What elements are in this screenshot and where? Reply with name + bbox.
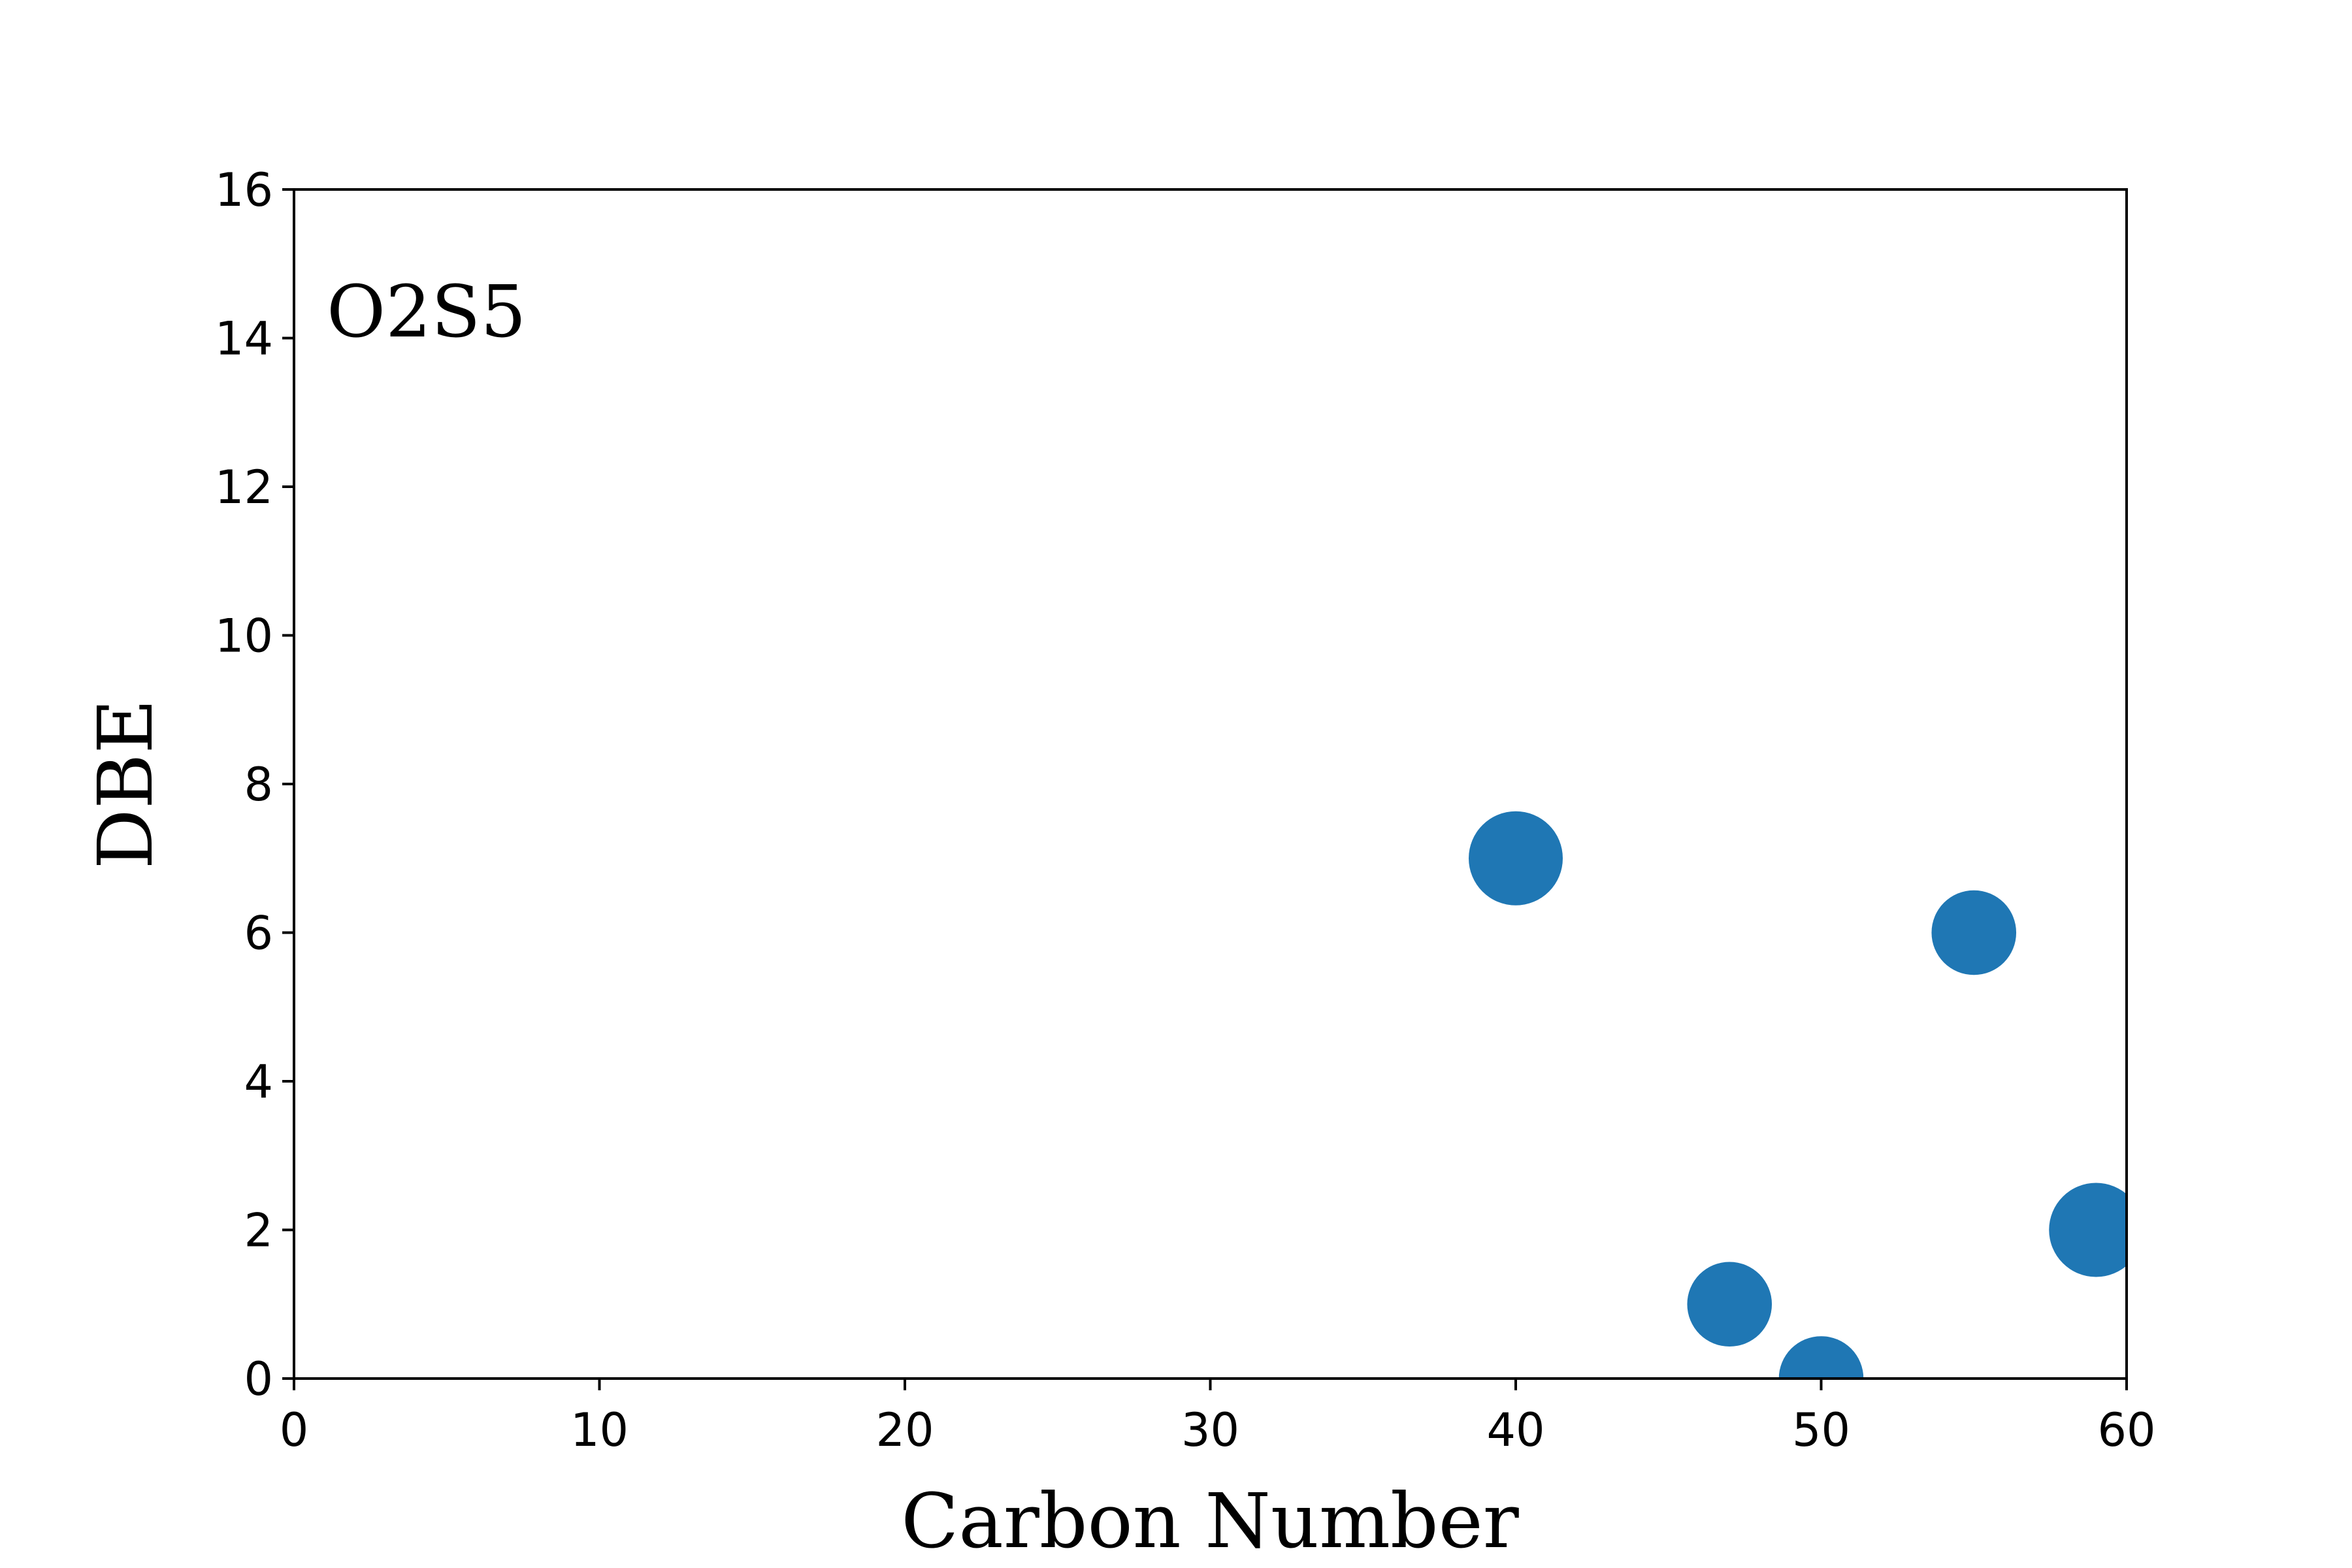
x-axis: 0 10 20 30 40 50 60 xyxy=(280,1379,2156,1457)
y-axis: 0 2 4 6 8 10 12 14 16 xyxy=(215,163,294,1406)
data-point xyxy=(2049,1183,2127,1277)
x-axis-label: Carbon Number xyxy=(901,1478,1518,1565)
y-tick-label: 8 xyxy=(244,758,273,811)
data-point xyxy=(1469,811,1563,906)
series-annotation: O2S5 xyxy=(327,270,527,353)
points-layer xyxy=(1469,811,2127,1379)
y-tick-label: 12 xyxy=(215,461,273,514)
data-point xyxy=(1687,1262,1772,1347)
y-tick-label: 14 xyxy=(215,312,273,366)
y-tick-label: 16 xyxy=(215,163,273,217)
x-tick-label: 30 xyxy=(1181,1403,1239,1457)
y-tick-label: 4 xyxy=(244,1055,273,1109)
y-tick-label: 0 xyxy=(244,1352,273,1406)
x-tick-label: 60 xyxy=(2097,1403,2155,1457)
x-tick-label: 10 xyxy=(570,1403,629,1457)
y-axis-label: DBE xyxy=(82,699,170,870)
y-tick-label: 6 xyxy=(244,907,273,960)
x-tick-label: 0 xyxy=(280,1403,309,1457)
y-tick-label: 2 xyxy=(244,1204,273,1258)
y-tick-label: 10 xyxy=(215,610,273,663)
x-tick-label: 40 xyxy=(1486,1403,1544,1457)
x-tick-label: 50 xyxy=(1792,1403,1850,1457)
data-point xyxy=(1931,890,2017,975)
x-tick-label: 20 xyxy=(875,1403,934,1457)
plot-frame xyxy=(293,188,2128,1380)
data-point xyxy=(1778,1336,1864,1379)
